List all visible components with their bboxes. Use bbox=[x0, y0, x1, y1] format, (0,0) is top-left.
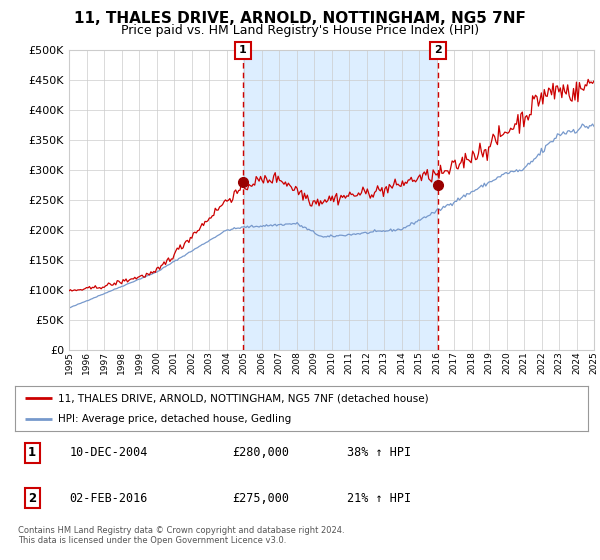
Bar bbox=[243, 50, 438, 350]
Text: 1: 1 bbox=[239, 45, 247, 55]
Text: 11, THALES DRIVE, ARNOLD, NOTTINGHAM, NG5 7NF: 11, THALES DRIVE, ARNOLD, NOTTINGHAM, NG… bbox=[74, 11, 526, 26]
Text: £280,000: £280,000 bbox=[233, 446, 290, 459]
Text: Contains HM Land Registry data © Crown copyright and database right 2024.: Contains HM Land Registry data © Crown c… bbox=[18, 526, 344, 535]
Text: HPI: Average price, detached house, Gedling: HPI: Average price, detached house, Gedl… bbox=[58, 414, 291, 424]
Text: Price paid vs. HM Land Registry's House Price Index (HPI): Price paid vs. HM Land Registry's House … bbox=[121, 24, 479, 37]
Text: 10-DEC-2004: 10-DEC-2004 bbox=[70, 446, 148, 459]
Text: 2: 2 bbox=[28, 492, 36, 505]
Text: £275,000: £275,000 bbox=[233, 492, 290, 505]
Text: 02-FEB-2016: 02-FEB-2016 bbox=[70, 492, 148, 505]
Text: 1: 1 bbox=[28, 446, 36, 459]
Text: 11, THALES DRIVE, ARNOLD, NOTTINGHAM, NG5 7NF (detached house): 11, THALES DRIVE, ARNOLD, NOTTINGHAM, NG… bbox=[58, 394, 428, 404]
Text: 38% ↑ HPI: 38% ↑ HPI bbox=[347, 446, 412, 459]
Text: This data is licensed under the Open Government Licence v3.0.: This data is licensed under the Open Gov… bbox=[18, 536, 286, 545]
Text: 21% ↑ HPI: 21% ↑ HPI bbox=[347, 492, 412, 505]
Text: 2: 2 bbox=[434, 45, 442, 55]
